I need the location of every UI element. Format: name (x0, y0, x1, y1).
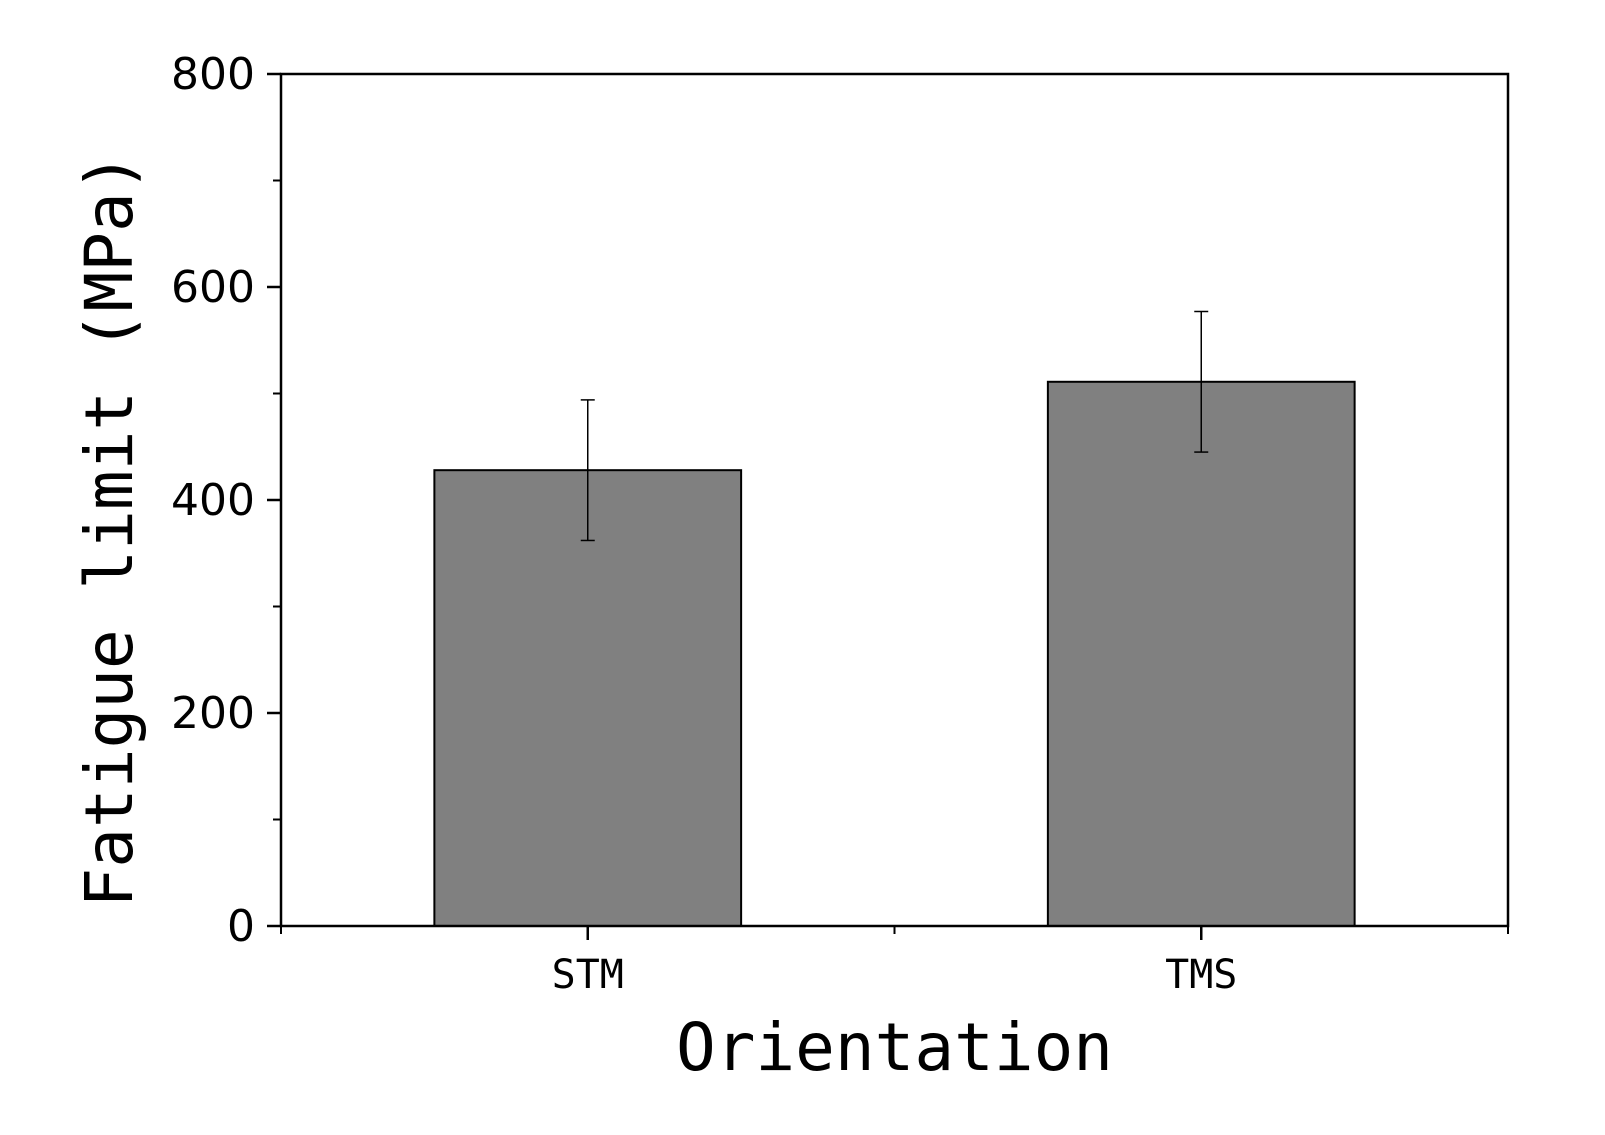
y-tick-label: 400 (171, 475, 255, 526)
x-tick-label: STM (552, 952, 624, 998)
error-bar-stm (580, 399, 595, 542)
error-bar-tms (1194, 310, 1209, 453)
bar-stm (433, 469, 743, 927)
x-axis-ticks: STM TMS (280, 926, 1509, 998)
x-tick-label: TMS (1165, 952, 1237, 998)
y-tick-label: 600 (171, 262, 255, 313)
y-axis-title: Fatigue limit (MPa) (71, 153, 148, 908)
y-axis-ticks: 0 200 400 600 800 (171, 49, 281, 952)
error-bars-layer (580, 310, 1209, 542)
y-tick-label: 800 (171, 49, 255, 100)
y-tick-label: 200 (171, 688, 255, 739)
x-axis-title: Orientation (676, 1009, 1113, 1086)
y-tick-label: 0 (227, 901, 255, 952)
bars-layer (433, 380, 1356, 928)
bar-tms (1046, 380, 1356, 928)
